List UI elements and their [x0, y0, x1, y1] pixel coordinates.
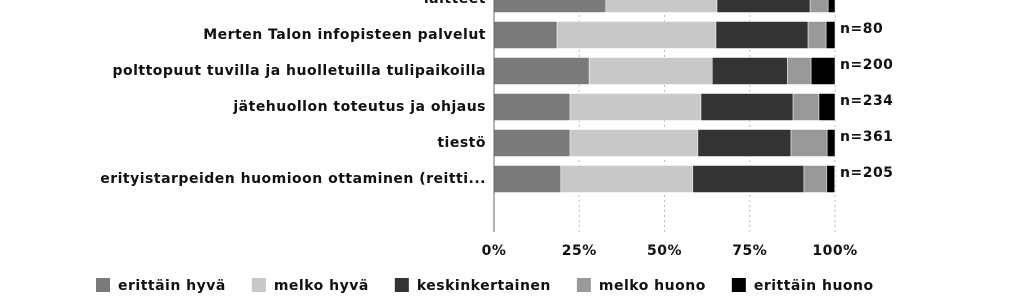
bar-segment	[692, 165, 805, 193]
bar-segment	[493, 0, 607, 13]
n-label: n=80	[840, 21, 883, 37]
bar-segment	[711, 57, 788, 85]
legend-label: erittäin huono	[754, 278, 874, 294]
bar-segment	[697, 129, 792, 157]
bar-segment	[790, 129, 828, 157]
legend-label: erittäin hyvä	[118, 278, 226, 294]
legend-swatch	[576, 278, 591, 292]
bar-segment	[493, 129, 571, 157]
bar-segment	[493, 21, 558, 49]
y-tick-label: tiestö	[437, 135, 486, 151]
bar-segment	[569, 129, 699, 157]
bar-segment	[493, 165, 562, 193]
bar-segment	[792, 93, 820, 121]
bar-segment	[493, 57, 590, 85]
bar-segment	[807, 21, 827, 49]
bar-segment	[716, 0, 811, 13]
n-label: n=200	[840, 57, 893, 73]
y-tick-label: laitteet	[424, 0, 486, 7]
legend-swatch	[251, 278, 266, 292]
n-label: n=234	[840, 93, 893, 109]
bar-segment	[569, 93, 702, 121]
x-tick-label: 50%	[647, 243, 682, 259]
x-tick-label: 25%	[562, 243, 597, 259]
y-tick-label: erityistarpeiden huomioon ottaminen (rei…	[100, 171, 486, 187]
bar-segment	[826, 165, 835, 193]
bar-segment	[787, 57, 812, 85]
bar-segment	[715, 21, 809, 49]
legend-label: keskinkertainen	[417, 278, 551, 294]
legend-swatch	[96, 278, 110, 292]
bar-segment	[826, 129, 836, 157]
x-tick-label: 0%	[482, 243, 507, 259]
bar-segment	[493, 93, 571, 121]
x-tick-label: 100%	[812, 243, 857, 259]
legend-label: melko huono	[599, 278, 706, 294]
bar-segment	[810, 57, 836, 85]
y-tick-label: Merten Talon infopisteen palvelut	[203, 27, 486, 43]
bar-segment	[809, 0, 829, 13]
bar-segment	[827, 0, 836, 13]
y-tick-label: polttopuut tuvilla ja huolletuilla tulip…	[112, 63, 486, 79]
bar-segment	[556, 21, 717, 49]
bar-segment	[588, 57, 713, 85]
bar-segment	[825, 21, 836, 49]
y-tick-label: jätehuollon toteutus ja ohjaus	[232, 99, 486, 115]
legend-label: melko hyvä	[274, 278, 369, 294]
x-tick-label: 75%	[732, 243, 767, 259]
n-label: n=361	[840, 129, 893, 145]
legend-swatch	[731, 278, 746, 292]
bar-segment	[818, 93, 836, 121]
bar-segment	[700, 93, 794, 121]
bar-segment	[803, 165, 828, 193]
bar-segment	[560, 165, 694, 193]
legend-swatch	[394, 278, 409, 292]
n-label: n=205	[840, 165, 893, 181]
bar-segment	[605, 0, 718, 13]
